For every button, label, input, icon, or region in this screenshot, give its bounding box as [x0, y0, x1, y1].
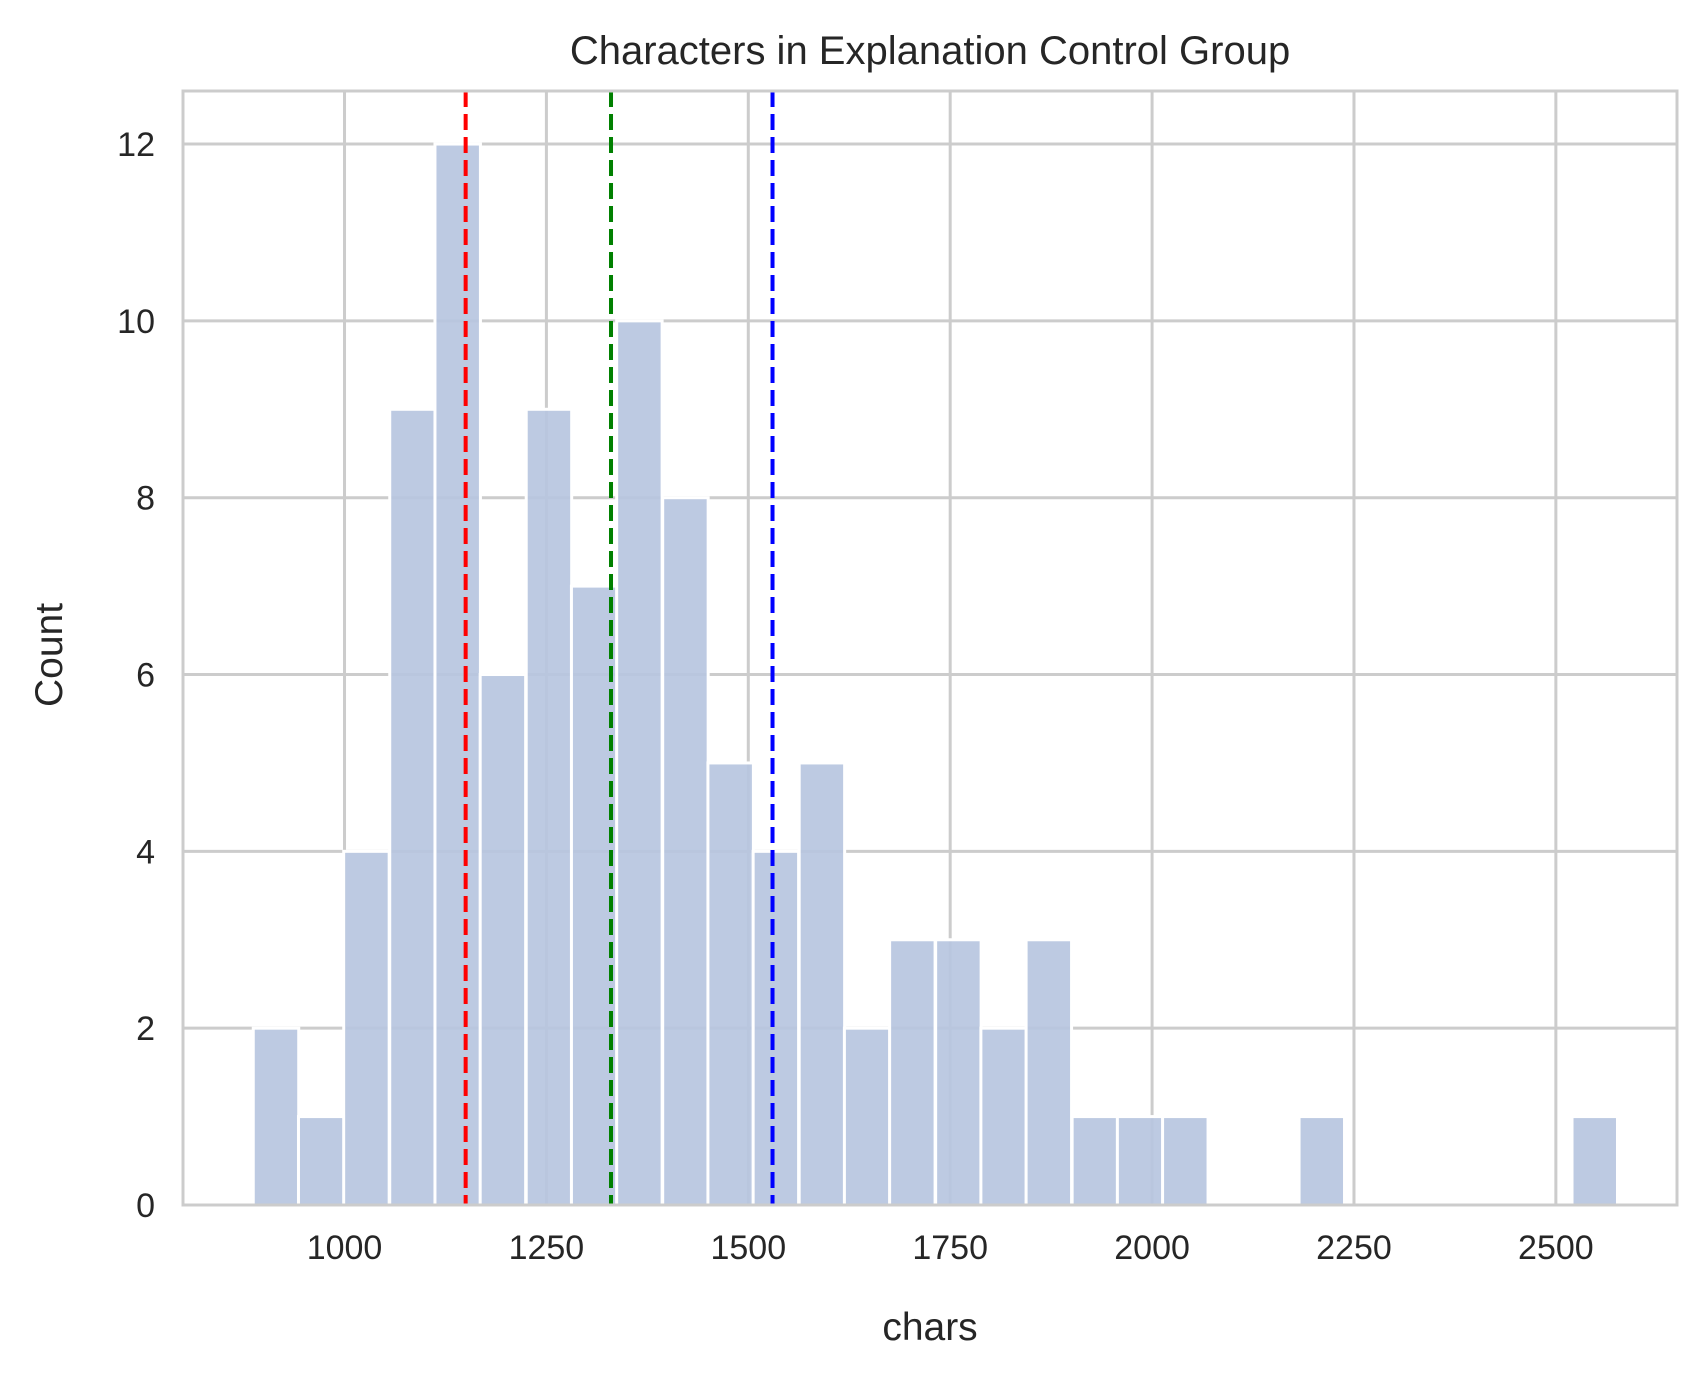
histogram-bar: [706, 761, 755, 1207]
histogram-bar: [934, 938, 983, 1207]
bars: [251, 142, 1619, 1207]
histogram-bar: [433, 142, 482, 1207]
histogram-bar: [1297, 1115, 1347, 1207]
histogram-bar: [296, 1115, 346, 1207]
x-tick-label: 1500: [710, 1229, 786, 1267]
y-tick-label: 10: [117, 303, 155, 341]
reference-lines: [463, 91, 775, 1205]
histogram-bar: [842, 1026, 892, 1207]
chart-title: Characters in Explanation Control Group: [570, 29, 1290, 73]
x-tick-label: 2000: [1114, 1229, 1190, 1267]
histogram-bar: [251, 1026, 301, 1207]
x-tick-label: 2250: [1316, 1229, 1392, 1267]
histogram-bar: [1115, 1115, 1165, 1207]
x-tick-label: 2500: [1518, 1229, 1594, 1267]
histogram-bar: [1070, 1115, 1120, 1207]
y-axis-label: Count: [28, 603, 71, 707]
histogram-bar: [1570, 1115, 1619, 1207]
x-tick-labels: 1000 1250 1500 1750 2000 2250 2500: [307, 1229, 1594, 1267]
y-tick-label: 12: [117, 126, 155, 164]
histogram-bar: [751, 849, 801, 1207]
y-tick-label: 6: [136, 657, 155, 695]
y-tick-label: 0: [136, 1187, 155, 1225]
x-tick-label: 1750: [912, 1229, 988, 1267]
x-axis-label: chars: [882, 1306, 977, 1349]
histogram-bar: [388, 407, 437, 1207]
histogram-bar: [1161, 1115, 1210, 1207]
y-tick-labels: 0 2 4 6 8 10 12: [117, 126, 155, 1225]
histogram-bar: [979, 1026, 1028, 1207]
y-tick-label: 4: [136, 833, 155, 871]
histogram-bar: [888, 938, 937, 1207]
x-tick-label: 1000: [307, 1229, 383, 1267]
histogram-bar: [478, 673, 528, 1207]
histogram-bar: [342, 849, 391, 1207]
y-tick-label: 8: [136, 480, 155, 518]
histogram-bar: [1024, 938, 1074, 1207]
plot-frame: [181, 89, 1679, 1207]
histogram-bar: [615, 319, 664, 1207]
y-tick-label: 2: [136, 1010, 155, 1048]
histogram-bar: [797, 761, 847, 1207]
histogram-bar: [524, 407, 574, 1207]
histogram-bar: [661, 496, 710, 1207]
x-tick-label: 1250: [509, 1229, 585, 1267]
